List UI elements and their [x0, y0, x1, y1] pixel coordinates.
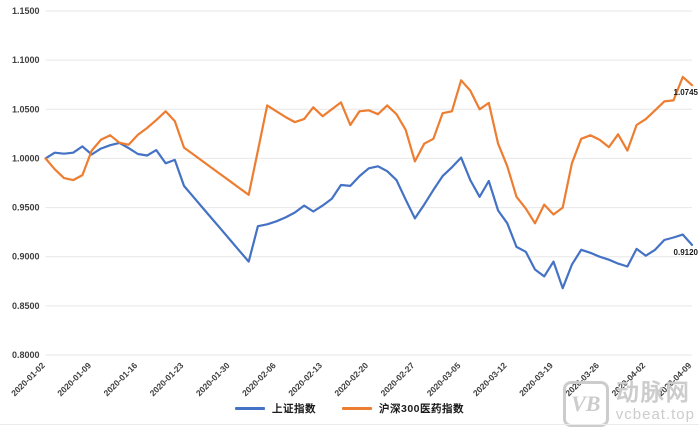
csi300-pharma-line-swatch [341, 407, 372, 410]
y-axis-tick-label: 0.8500 [12, 301, 40, 311]
vb-logo-icon: VB [562, 381, 609, 427]
chart-legend: 上证指数 沪深300医药指数 [0, 401, 699, 416]
x-axis-tick-label: 2020-02-27 [379, 360, 417, 398]
legend-label-csi300-pharma-index: 沪深300医药指数 [378, 403, 465, 415]
x-axis-tick-label: 2020-03-12 [471, 360, 509, 398]
x-axis-tick-label: 2020-02-13 [286, 360, 324, 398]
y-axis-tick-label: 1.1500 [12, 6, 40, 16]
y-axis-tick-label: 0.9000 [12, 252, 40, 262]
x-axis-tick-label: 2020-01-16 [101, 360, 139, 398]
x-axis-tick-label: 2020-03-05 [425, 360, 463, 398]
legend-item-csi300-pharma-index: 沪深300医药指数 [341, 401, 465, 416]
sse-index-line-swatch [234, 407, 265, 410]
x-axis-tick-label: 2020-02-06 [240, 360, 278, 398]
x-axis-tick-label: 2020-01-30 [194, 360, 232, 398]
x-axis-tick-label: 2020-02-20 [332, 360, 370, 398]
series-end-value-label: 1.0745 [674, 88, 699, 97]
x-axis-tick-label: 2020-01-09 [55, 360, 93, 398]
x-axis-tick-label: 2020-01-23 [148, 360, 186, 398]
y-axis-tick-label: 1.0500 [12, 104, 40, 114]
series-end-value-label: 0.9120 [674, 248, 699, 257]
vcbeat-watermark: VB 动脉网 vcbeat.top [562, 379, 695, 427]
x-axis-tick-label: 2020-01-02 [9, 360, 47, 398]
y-axis-tick-label: 1.1000 [12, 55, 40, 65]
y-axis-tick-label: 0.9500 [12, 203, 40, 213]
series-line-1 [44, 75, 694, 225]
bottom-divider [0, 424, 699, 425]
watermark-brand-text: 动脉网 [615, 379, 691, 405]
legend-item-sse-index: 上证指数 [234, 401, 316, 416]
legend-label-sse-index: 上证指数 [271, 403, 316, 415]
x-axis-tick-label: 2020-03-19 [517, 360, 555, 398]
watermark-url-text: vcbeat.top [615, 406, 695, 423]
y-axis-tick-label: 1.0000 [12, 153, 40, 163]
series-line-0 [44, 141, 694, 290]
y-axis-tick-label: 0.8000 [12, 350, 40, 360]
